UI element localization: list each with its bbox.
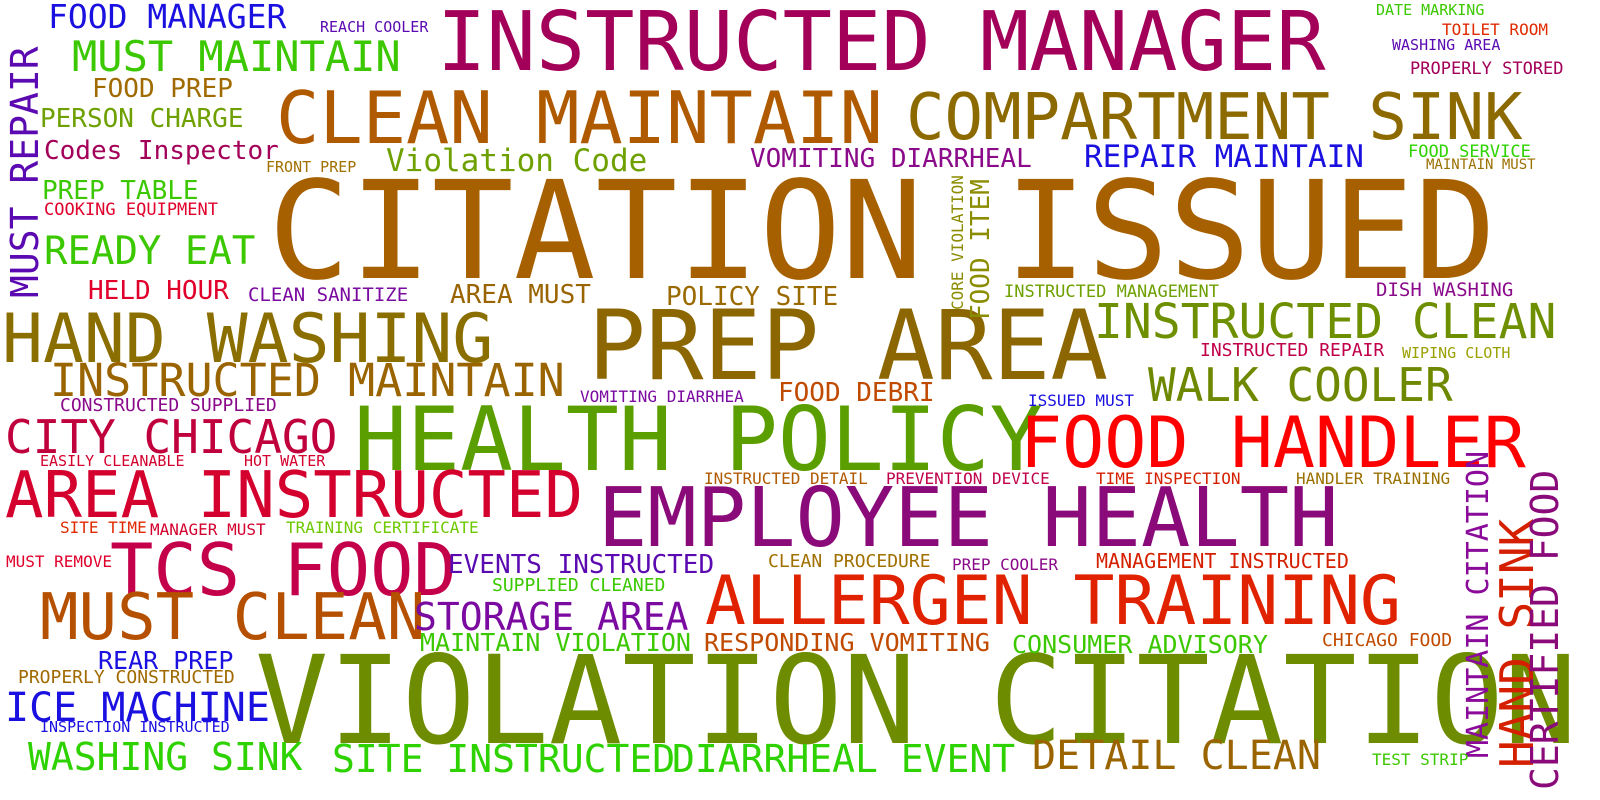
word-properly-constructed: PROPERLY CONSTRUCTED [18, 667, 235, 688]
word-maintain-violation: MAINTAIN VIOLATION [420, 628, 691, 657]
word-front-prep: FRONT PREP [266, 158, 357, 176]
word-must-clean: MUST CLEAN [40, 581, 426, 655]
word-supplied-cleaned: SUPPLIED CLEANED [492, 575, 666, 596]
word-ready-eat: READY EAT [44, 229, 256, 274]
word-storage-area: STORAGE AREA [414, 595, 689, 639]
word-clean-procedure: CLEAN PROCEDURE [768, 551, 931, 572]
word-prep-cooler: PREP COOLER [952, 555, 1058, 574]
word-washing-area: WASHING AREA [1392, 36, 1501, 54]
word-compartment-sink: COMPARTMENT SINK [906, 81, 1523, 155]
word-policy-site: POLICY SITE [666, 282, 839, 312]
word-prep-table: PREP TABLE [42, 176, 199, 206]
word-time-inspection: TIME INSPECTION [1096, 469, 1241, 488]
word-toilet-room: TOILET ROOM [1442, 20, 1548, 39]
word-clean-maintain: CLEAN MAINTAIN [276, 76, 883, 160]
word-date-marking: DATE MARKING [1376, 1, 1485, 19]
word-ice-machine: ICE MACHINE [5, 685, 270, 731]
word-repair-maintain: REPAIR MAINTAIN [1084, 139, 1364, 175]
word-site-time: SITE TIME [60, 518, 147, 537]
word-detail-clean: DETAIL CLEAN [1032, 733, 1321, 779]
word-diarrheal-event: DIARRHEAL EVENT [672, 737, 1016, 781]
word-tcs-food: TCS FOOD [110, 528, 457, 612]
word-held-hour: HELD HOUR [88, 276, 229, 306]
word-training-certificate: TRAINING CERTIFICATE [286, 518, 479, 537]
word-cooking-equipment: COOKING EQUIPMENT [44, 200, 218, 220]
word-properly-stored: PROPERLY STORED [1410, 59, 1564, 79]
word-violation-code: Violation Code [386, 143, 648, 179]
word-instructed-manager: INSTRUCTED MANAGER [437, 0, 1326, 90]
word-hot-water: HOT WATER [244, 452, 326, 470]
word-core-violation: CORE VIOLATION [948, 175, 967, 310]
word-person-charge: PERSON CHARGE [40, 104, 244, 134]
word-vomiting-diarrheal: VOMITING DIARRHEAL [750, 144, 1032, 174]
word-certified-food: CERTIFIED FOOD [1523, 469, 1567, 790]
word-prep-area: PREP AREA [588, 290, 1109, 402]
word-events-instructed: EVENTS INSTRUCTED [448, 550, 715, 580]
word-violation-citation: VIOLATION CITATION [255, 630, 1578, 772]
word-food-handler: FOOD HANDLER [1020, 402, 1526, 484]
word-instructed-clean: INSTRUCTED CLEAN [1094, 294, 1557, 350]
word-area-must: AREA MUST [450, 280, 591, 310]
word-site-instructed: SITE INSTRUCTED [332, 737, 676, 781]
word-maintain-citation: MAINTAIN CITATION [1461, 450, 1496, 758]
word-food-manager: FOOD MANAGER [48, 0, 287, 36]
word-area-instructed: AREA INSTRUCTED [5, 459, 583, 533]
word-test-strip: TEST STRIP [1372, 750, 1469, 769]
word-maintain-must: MAINTAIN MUST [1426, 157, 1536, 173]
word-management-instructed: MANAGEMENT INSTRUCTED [1096, 549, 1349, 573]
word-inspection-instructed: INSPECTION INSTRUCTED [40, 718, 230, 736]
word-instructed-management: INSTRUCTED MANAGEMENT [1004, 282, 1219, 302]
word-manager-must: MANAGER MUST [150, 520, 266, 539]
word-health-policy: HEALTH POLICY [354, 388, 1043, 491]
word-codes-inspector: Codes Inspector [44, 136, 279, 166]
word-food-item: FOOD ITEM [966, 179, 996, 320]
word-chicago-food: CHICAGO FOOD [1322, 630, 1453, 651]
word-washing-sink: WASHING SINK [28, 735, 303, 779]
word-city-chicago: CITY CHICAGO [5, 410, 338, 464]
word-instructed-detail: INSTRUCTED DETAIL [704, 469, 868, 488]
word-allergen-training: ALLERGEN TRAINING [705, 562, 1401, 641]
word-handler-training: HANDLER TRAINING [1296, 469, 1451, 488]
word-responding-vomiting: RESPONDING VOMITING [704, 628, 990, 657]
word-clean-sanitize: CLEAN SANITIZE [248, 284, 409, 306]
word-issued-must: ISSUED MUST [1028, 391, 1134, 410]
word-must-maintain: MUST MAINTAIN [72, 32, 401, 81]
word-employee-health: EMPLOYEE HEALTH [598, 471, 1339, 566]
word-wiping-cloth: WIPING CLOTH [1402, 344, 1511, 362]
word-walk-cooler: WALK COOLER [1148, 358, 1453, 412]
word-hand-washing: HAND WASHING [2, 300, 494, 379]
word-food-prep: FOOD PREP [92, 74, 233, 104]
word-must-repair: MUST REPAIR [3, 46, 47, 298]
word-consumer-advisory: CONSUMER ADVISORY [1012, 630, 1268, 659]
word-instructed-repair: INSTRUCTED REPAIR [1200, 340, 1385, 361]
word-citation-issued: CITATION ISSUED [268, 153, 1497, 311]
word-food-debri: FOOD DEBRI [778, 378, 935, 408]
word-instructed-maintain: INSTRUCTED MAINTAIN [50, 354, 565, 407]
word-prevention-device: PREVENTION DEVICE [886, 469, 1050, 488]
word-reach-cooler: REACH COOLER [320, 18, 429, 36]
word-dish-washing: DISH WASHING [1376, 279, 1514, 301]
word-rear-prep: REAR PREP [98, 646, 234, 675]
word-must-remove: MUST REMOVE [6, 552, 112, 571]
word-constructed-supplied: CONSTRUCTED SUPPLIED [60, 395, 277, 416]
word-easily-cleanable: EASILY CLEANABLE [40, 452, 185, 470]
word-food-service: FOOD SERVICE [1408, 142, 1531, 162]
word-vomiting-diarrhea: VOMITING DIARRHEA [580, 387, 744, 406]
